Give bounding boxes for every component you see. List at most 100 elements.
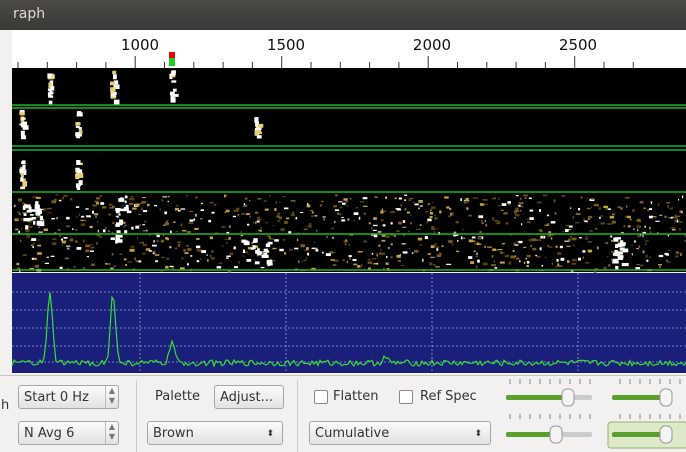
signal: [20, 177, 23, 182]
noise: [257, 217, 260, 219]
noise: [109, 204, 113, 206]
noise: [503, 252, 505, 253]
noise: [342, 203, 346, 205]
noise: [25, 229, 29, 232]
noise: [519, 260, 521, 262]
noise: [409, 198, 413, 199]
noise: [460, 198, 462, 201]
noise: [369, 222, 371, 224]
noise: [400, 204, 401, 207]
noise: [229, 225, 230, 228]
noise: [587, 198, 588, 200]
signal: [118, 239, 123, 243]
noise: [169, 246, 172, 248]
noise: [398, 222, 402, 225]
noise: [156, 240, 159, 242]
noise: [29, 268, 33, 270]
signal: [29, 206, 32, 211]
noise: [439, 253, 441, 256]
noise: [477, 243, 480, 246]
noise: [485, 220, 486, 221]
noise: [428, 253, 432, 254]
slider-handle[interactable]: [660, 426, 672, 443]
slider-handle[interactable]: [562, 389, 574, 406]
noise: [189, 222, 194, 223]
signal: [114, 100, 120, 105]
noise: [85, 208, 88, 209]
signal: [22, 181, 27, 187]
refspec-checkbox[interactable]: [399, 390, 413, 404]
noise: [516, 195, 519, 196]
noise: [234, 266, 238, 268]
noise: [152, 245, 157, 247]
noise: [555, 246, 557, 248]
noise: [139, 225, 141, 226]
navg-spin[interactable]: N Avg 6: [18, 421, 119, 445]
noise: [54, 199, 56, 202]
noise: [178, 245, 180, 247]
noise: [548, 246, 552, 247]
adjust-button[interactable]: Adjust...: [214, 385, 284, 409]
noise: [469, 240, 473, 243]
noise: [649, 227, 650, 230]
noise: [398, 260, 401, 261]
slider-handle[interactable]: [660, 389, 672, 406]
noise: [165, 223, 169, 226]
noise: [341, 219, 345, 221]
noise: [520, 198, 521, 201]
noise: [425, 236, 428, 239]
noise: [643, 208, 645, 209]
noise: [141, 208, 143, 211]
start-spin[interactable]: Start 0 Hz: [18, 385, 119, 409]
noise: [474, 243, 476, 245]
noise: [571, 263, 576, 265]
flatten-checkbox[interactable]: [314, 390, 328, 404]
noise: [334, 260, 338, 262]
mode-combo[interactable]: Cumulative⬍: [309, 421, 491, 445]
noise: [363, 197, 368, 199]
noise: [419, 244, 422, 245]
noise: [523, 195, 528, 197]
signal: [113, 74, 117, 79]
slider-handle[interactable]: [550, 426, 562, 443]
noise: [112, 253, 114, 256]
noise: [591, 198, 593, 200]
noise: [418, 200, 422, 203]
noise: [583, 256, 584, 259]
noise: [197, 260, 200, 262]
noise: [607, 223, 612, 224]
noise: [382, 240, 386, 242]
spin-arrows[interactable]: ▲▼: [105, 422, 118, 444]
noise: [18, 231, 20, 234]
noise: [222, 245, 223, 246]
noise: [155, 254, 159, 256]
noise: [326, 236, 328, 238]
noise: [498, 249, 503, 250]
noise: [429, 262, 432, 265]
noise: [611, 251, 614, 253]
spin-arrows[interactable]: ▲▼: [105, 386, 118, 408]
noise: [382, 209, 383, 211]
noise: [37, 245, 41, 247]
noise: [426, 222, 427, 224]
noise: [427, 219, 431, 222]
noise: [604, 267, 607, 270]
signal: [613, 253, 616, 256]
palette-combo[interactable]: Brown⬍: [147, 421, 283, 445]
noise: [444, 196, 449, 198]
noise: [428, 203, 431, 204]
noise: [557, 259, 559, 262]
noise: [15, 229, 18, 231]
noise: [116, 230, 120, 233]
signal: [117, 235, 123, 238]
noise: [477, 260, 480, 263]
noise: [436, 246, 440, 248]
signal: [19, 112, 23, 115]
noise: [108, 230, 110, 232]
noise: [385, 235, 390, 237]
noise: [600, 215, 603, 216]
noise: [274, 208, 276, 211]
noise: [552, 263, 553, 265]
noise: [251, 242, 252, 243]
signal: [258, 124, 264, 128]
